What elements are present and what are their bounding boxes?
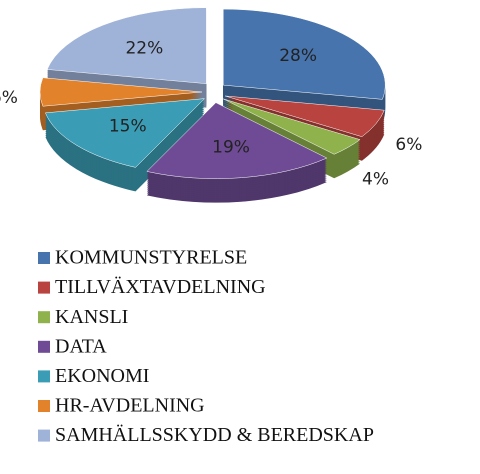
legend-label: SAMHÄLLSSKYDD & BEREDSKAP	[55, 423, 374, 446]
legend-label: EKONOMI	[55, 365, 149, 387]
data-label: 28%	[279, 46, 317, 66]
slice	[46, 7, 207, 84]
legend-label: KANSLI	[55, 306, 128, 328]
legend-label: DATA	[55, 335, 107, 357]
data-label: 6%	[395, 135, 422, 155]
legend-swatch	[38, 340, 50, 353]
slice	[146, 102, 328, 179]
data-label: 22%	[125, 39, 163, 59]
legend-swatch	[38, 281, 50, 294]
data-label: 6%	[0, 88, 18, 108]
slice	[222, 8, 386, 100]
legend-swatch	[38, 311, 50, 324]
data-label: 19%	[212, 138, 250, 158]
slice	[223, 98, 361, 155]
legend-label: KOMMUNSTYRELSE	[55, 247, 247, 269]
legend-label: TILLVÄXTAVDELNING	[55, 275, 266, 298]
slice	[45, 98, 206, 168]
legend-label: HR-AVDELNING	[55, 395, 205, 417]
slice	[225, 95, 385, 137]
slice	[39, 77, 203, 107]
legend-swatch	[38, 252, 50, 264]
legend-swatch	[38, 370, 50, 383]
legend-swatch	[38, 429, 50, 442]
data-label: 4%	[362, 169, 389, 189]
data-label: 15%	[109, 117, 147, 137]
legend-swatch	[38, 400, 50, 412]
